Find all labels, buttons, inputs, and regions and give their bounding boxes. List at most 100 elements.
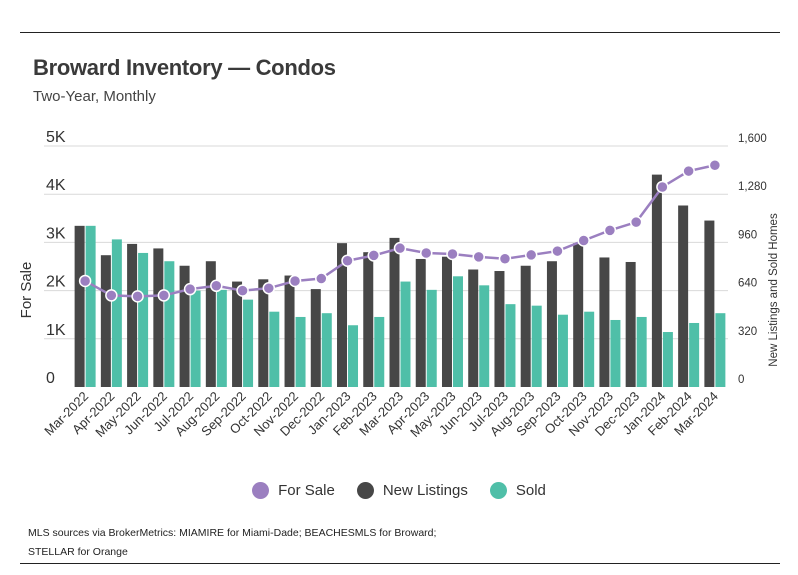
y-axis-right-ticks: 0 320 640 960 1,280 1,600 [738, 133, 767, 386]
for-sale-line [78, 159, 722, 303]
for-sale-point [183, 282, 197, 296]
legend-label-sold: Sold [515, 482, 546, 499]
bar-sold [584, 311, 595, 387]
y-tick-left: 1K [46, 322, 66, 339]
for-sale-point [656, 180, 669, 194]
bar-new-listings [100, 255, 111, 387]
bar-new-listings [573, 243, 584, 387]
bar-new-listings [258, 279, 269, 387]
bar-new-listings [232, 281, 243, 387]
bar-sold [374, 316, 385, 387]
for-sale-point [367, 249, 381, 262]
bar-sold [557, 314, 568, 387]
bar-new-listings [441, 256, 452, 387]
for-sale-point [603, 224, 617, 237]
bar-sold [138, 252, 149, 387]
bar-new-listings [468, 269, 479, 387]
bar-new-listings [284, 275, 295, 387]
y-tick-right: 960 [738, 229, 757, 241]
bar-sold [85, 225, 96, 387]
for-sale-point [524, 248, 538, 262]
bar-new-listings [704, 220, 715, 387]
for-sale-point [210, 279, 223, 293]
bar-new-listings [678, 205, 689, 387]
bar-sold [348, 325, 359, 387]
y-tick-left: 0 [46, 370, 55, 387]
legend-item-sold[interactable]: Sold [489, 482, 546, 499]
bar-sold [505, 304, 516, 387]
bottom-rule [20, 563, 780, 564]
bar-sold [269, 311, 280, 387]
bar-sold [243, 299, 254, 387]
for-sale-point [472, 250, 485, 264]
y-tick-right: 1,280 [738, 181, 767, 193]
bar-sold [400, 281, 411, 387]
y-tick-left: 5K [46, 129, 66, 146]
bar-new-listings [625, 261, 636, 387]
bar-sold [164, 261, 175, 387]
bar-new-listings [337, 243, 348, 387]
legend: For Sale New Listings Sold [0, 482, 798, 499]
top-rule [20, 32, 780, 33]
bar-new-listings [310, 289, 321, 387]
chart-subtitle: Two-Year, Monthly [33, 88, 156, 105]
bar-sold [111, 239, 122, 387]
bar-new-listings [651, 174, 662, 387]
for-sale-point [78, 274, 92, 288]
bar-sold [190, 290, 201, 387]
bar-sold [610, 319, 621, 387]
source-note-line-2: STELLAR for Orange [28, 546, 128, 558]
bar-new-listings [546, 261, 557, 387]
for-sale-point [708, 159, 722, 172]
for-sale-point [577, 234, 590, 247]
y-tick-right: 1,600 [738, 133, 767, 145]
for-sale-point [315, 272, 328, 285]
bar-new-listings [127, 243, 138, 387]
for-sale-point [393, 241, 407, 255]
y-tick-left: 2K [46, 274, 66, 291]
for-sale-point [419, 246, 433, 260]
bar-sold [479, 285, 490, 387]
bar-sold [216, 289, 227, 387]
bar-sold [689, 322, 700, 387]
bar-sold [531, 305, 542, 387]
y-tick-left: 3K [46, 225, 66, 242]
for-sale-point [105, 289, 118, 302]
for-sale-point [262, 281, 276, 295]
for-sale-point [288, 274, 302, 288]
bar-new-listings [389, 237, 400, 387]
bar-sold [636, 316, 647, 387]
legend-item-for-sale[interactable]: For Sale [252, 482, 335, 499]
bar-sold [321, 313, 332, 387]
bar-new-listings [599, 257, 610, 387]
chart-title: Broward Inventory — Condos [33, 55, 336, 80]
bar-sold [452, 276, 463, 387]
legend-item-new-listings[interactable]: New Listings [356, 482, 468, 499]
y-tick-right: 0 [738, 374, 744, 386]
legend-swatch-new-listings [356, 482, 374, 499]
for-sale-point [446, 247, 459, 261]
y-axis-left-ticks: 0 1K 2K 3K 4K 5K [46, 129, 66, 387]
y-tick-right: 640 [738, 278, 757, 290]
for-sale-point [236, 284, 249, 297]
bar-sold [295, 316, 306, 387]
bar-new-listings [205, 261, 216, 387]
bar-new-listings [153, 248, 164, 387]
source-note-line-1: MLS sources via BrokerMetrics: MIAMIRE f… [28, 527, 437, 539]
bar-new-listings [415, 258, 426, 387]
bar-new-listings [363, 252, 374, 387]
bar-new-listings [179, 265, 190, 387]
legend-label-for-sale: For Sale [278, 482, 335, 499]
y-tick-right: 320 [738, 326, 757, 338]
for-sale-point [341, 254, 354, 267]
x-axis-ticks: Mar-2022Apr-2022May-2022Jun-2022Jul-2022… [41, 389, 721, 440]
bar-sold [715, 313, 726, 387]
for-sale-point [131, 290, 144, 303]
y-axis-label-left: For Sale [18, 262, 35, 319]
for-sale-point [629, 215, 643, 229]
y-tick-left: 4K [46, 177, 66, 194]
bar-new-listings [520, 265, 531, 387]
bar-sold [662, 332, 673, 387]
bar-new-listings [494, 271, 505, 387]
